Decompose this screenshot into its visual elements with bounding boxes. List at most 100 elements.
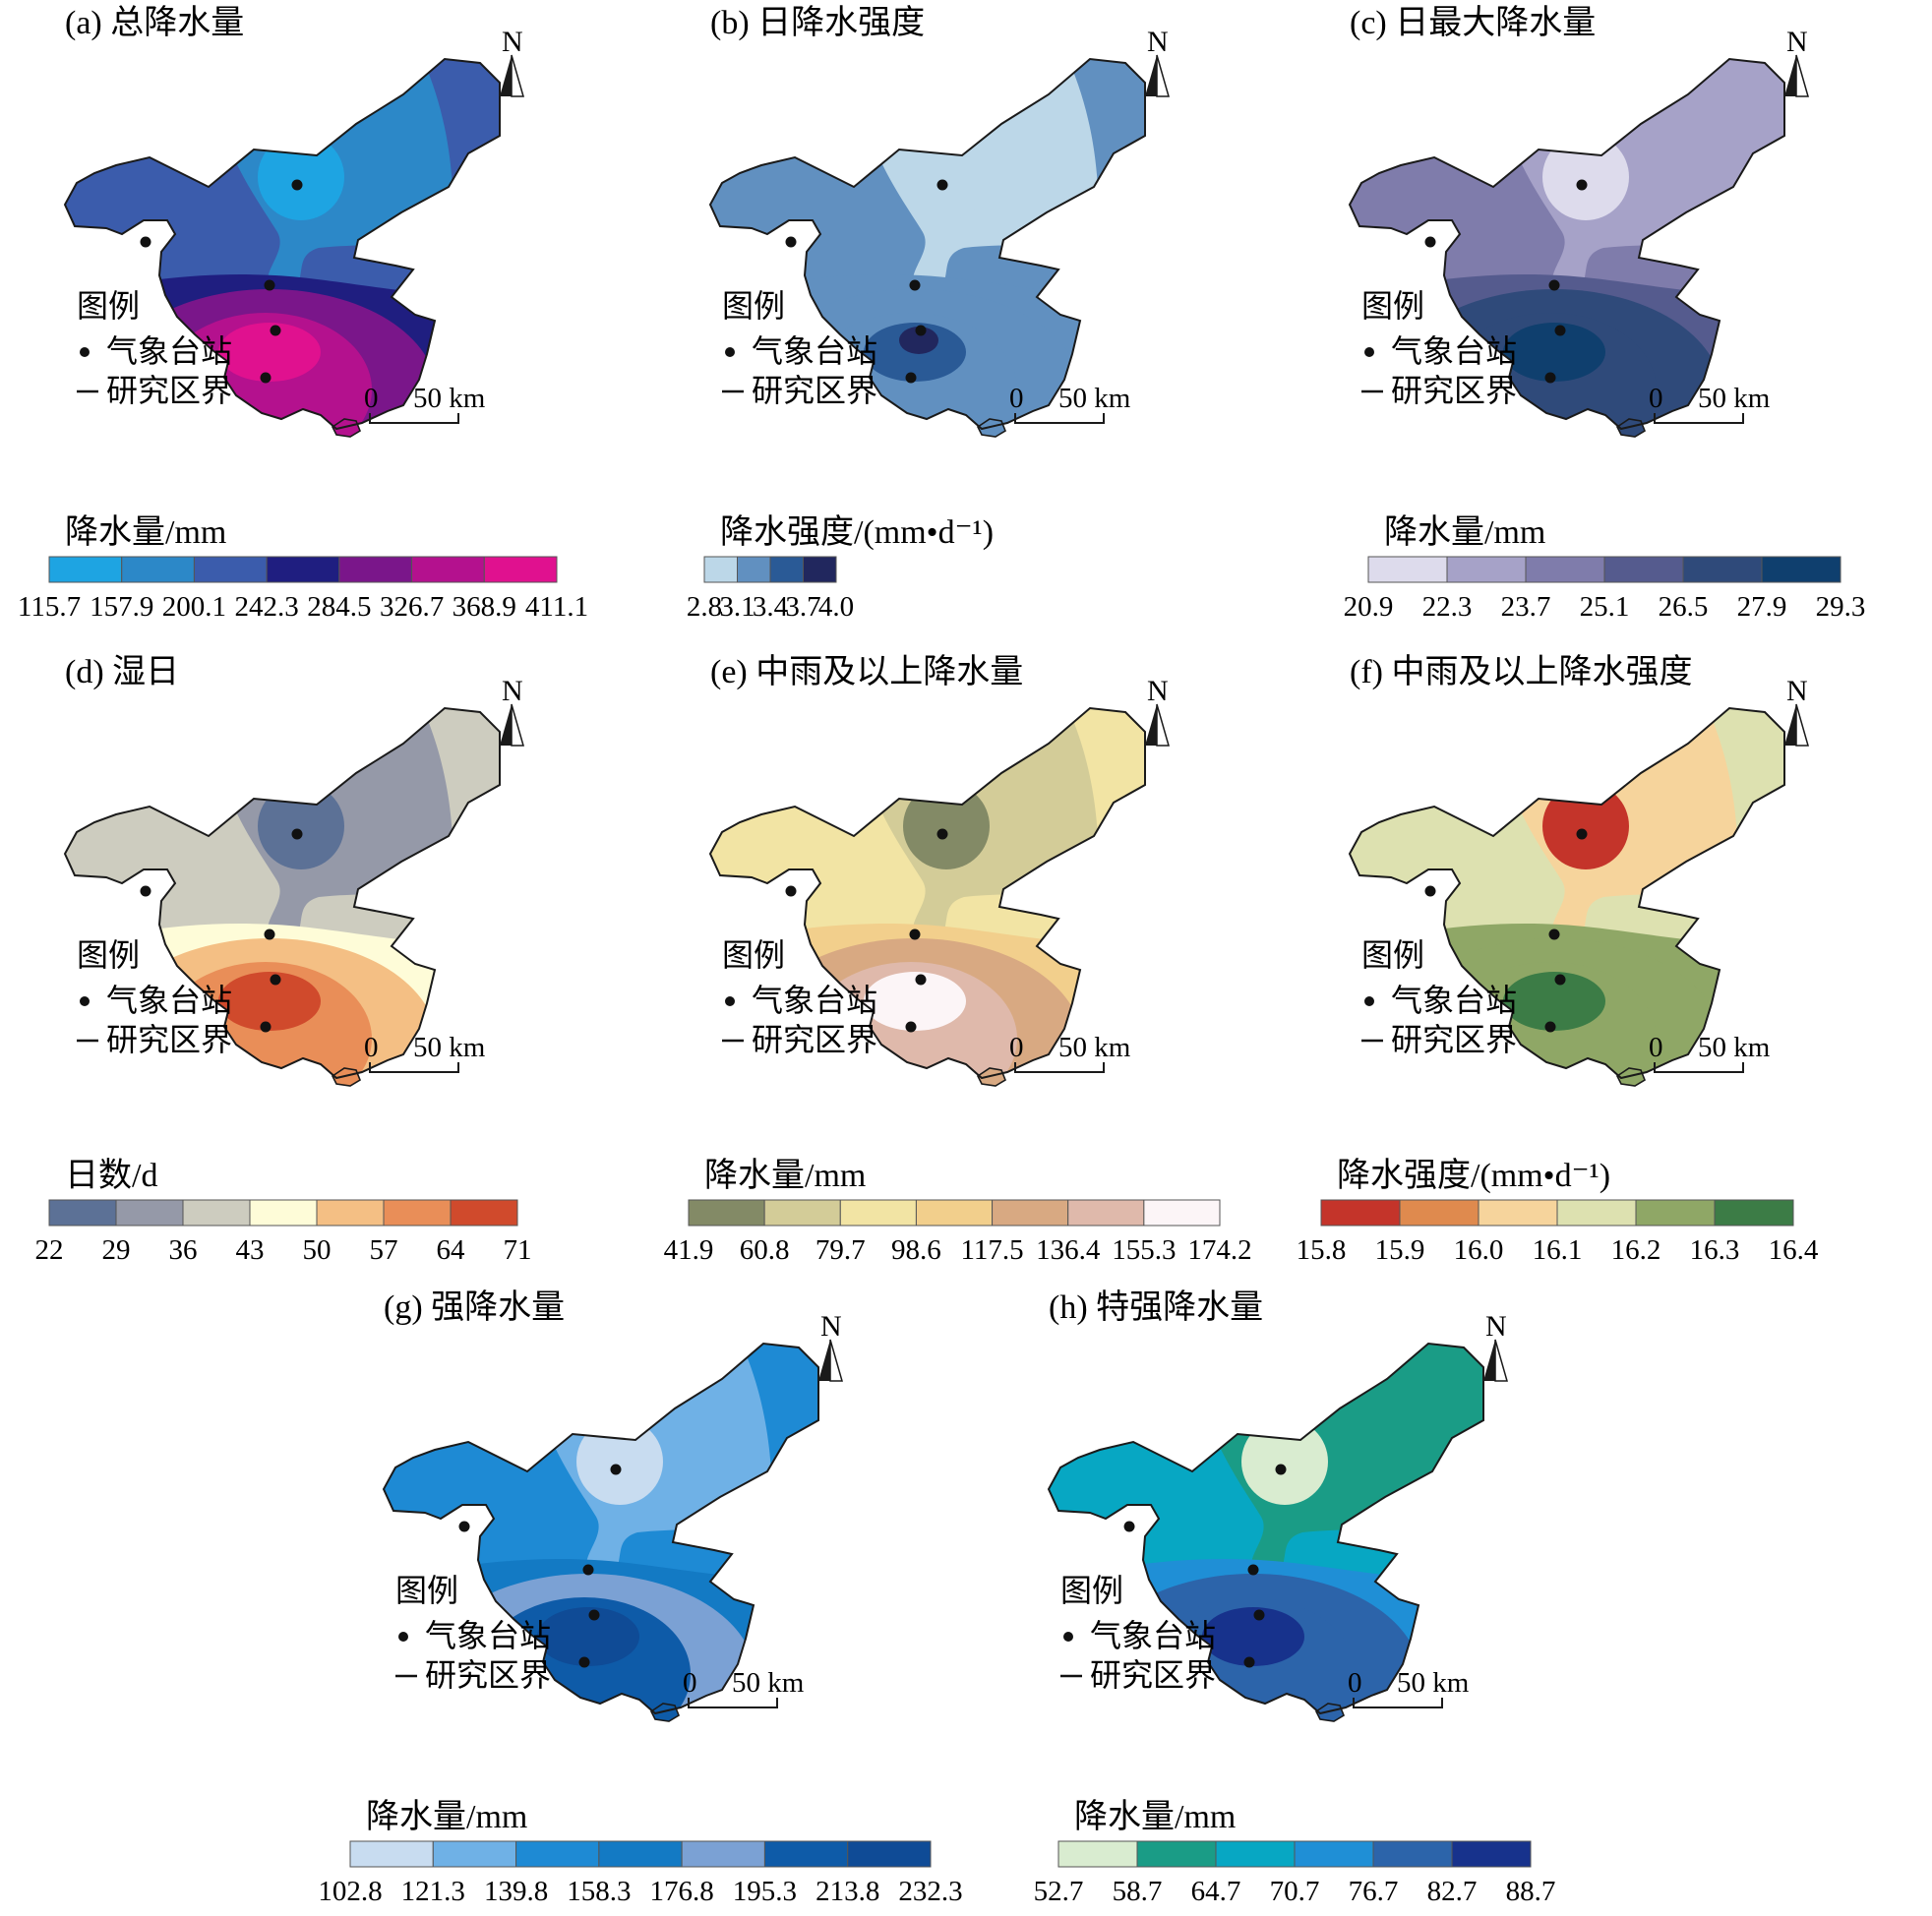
color-bar-tick: 16.4 (1769, 1234, 1819, 1266)
color-bar-swatch (1478, 1199, 1558, 1227)
color-bar-swatch (115, 1199, 184, 1227)
weather-station-1 (291, 179, 303, 191)
legend-title: 图例 (1060, 1573, 1123, 1608)
color-bar-b: 降水强度/(mm•d⁻¹) 2.83.13.43.74.0 (687, 513, 994, 623)
color-bar-tick: 43 (236, 1234, 265, 1266)
legend-station-symbol (1063, 1632, 1073, 1642)
color-bar-tick: 29 (102, 1234, 131, 1266)
color-bar-swatch (1136, 1840, 1217, 1868)
color-bar-tick: 64 (437, 1234, 466, 1266)
weather-station-2 (140, 885, 151, 897)
zone-fills (65, 708, 500, 1078)
color-bar-title: 降水量/mm (65, 513, 226, 551)
color-bar-tick: 242.3 (235, 591, 299, 623)
study-area-boundary (1348, 57, 1785, 431)
color-bar-f: 降水强度/(mm•d⁻¹) 15.8 15.9 16.0 16.1 16.2 16.3 16.… (1297, 1157, 1819, 1266)
scale-bar: 0 50 km (364, 383, 486, 424)
scale-bar: 0 50 km (1649, 383, 1771, 424)
island (331, 418, 361, 438)
color-bar-swatch (769, 556, 804, 583)
north-label: N (1786, 675, 1808, 707)
color-bar-swatch (450, 1199, 518, 1227)
scale-end: 50 km (413, 1032, 486, 1063)
zone-fills (384, 1344, 818, 1713)
legend-station-symbol (398, 1632, 408, 1642)
color-bar-swatch (1635, 1199, 1716, 1227)
north-arrow-icon: N (1483, 1310, 1508, 1382)
color-bar-swatch (1143, 1199, 1221, 1227)
weather-station-2 (140, 236, 151, 248)
color-bar-swatch (1603, 556, 1684, 583)
color-bar-swatch (48, 556, 123, 583)
island (331, 1067, 361, 1087)
weather-station-3 (909, 279, 921, 291)
north-arrow-icon: N (1784, 675, 1809, 747)
legend-station-label: 气象台站 (1391, 333, 1517, 369)
color-bar-tick: 139.8 (484, 1876, 548, 1907)
weather-station-3 (1247, 1564, 1259, 1576)
zone-north-core (258, 783, 344, 869)
zone-south-core (218, 323, 321, 382)
zone-north-core (576, 1418, 663, 1505)
weather-station-4 (270, 325, 281, 336)
color-bar-title: 降水量/mm (1384, 513, 1545, 551)
color-bar-tick: 326.7 (380, 591, 444, 623)
color-bar-swatch (1372, 1840, 1453, 1868)
color-bar-title: 降水强度/(mm•d⁻¹) (1337, 1157, 1610, 1194)
zone-fills (710, 708, 1145, 1078)
color-bar-tick: 368.9 (453, 591, 516, 623)
color-bar-swatch (432, 1840, 517, 1868)
legend-boundary-label: 研究区界 (1391, 373, 1517, 408)
color-bar-swatch (737, 556, 771, 583)
color-bar-title: 日数/d (65, 1157, 157, 1194)
island (976, 1067, 1006, 1087)
color-bar-tick: 15.8 (1297, 1234, 1347, 1266)
weather-station-4 (915, 325, 927, 336)
weather-station-4 (270, 974, 281, 986)
color-bar-tick: 3.1 (719, 591, 755, 623)
color-bar-tick: 57 (370, 1234, 398, 1266)
weather-station-5 (1243, 1656, 1255, 1668)
color-bar-c: 降水量/mm 20.9 22.3 23.7 25.1 26.5 27.9 29.3 (1344, 513, 1866, 623)
north-label: N (1147, 26, 1169, 58)
zone-fills (1350, 708, 1784, 1078)
panel-title: (c) 日最大降水量 (1350, 4, 1596, 41)
color-bar-tick: 232.3 (898, 1876, 962, 1907)
study-area-boundary (708, 57, 1146, 431)
color-bar-tick: 58.7 (1113, 1876, 1163, 1907)
color-bar-swatch (1215, 1840, 1296, 1868)
weather-station-5 (1544, 372, 1556, 384)
color-bar-swatch (483, 556, 558, 583)
color-bar-tick: 41.9 (664, 1234, 714, 1266)
color-bar-swatch (1761, 556, 1841, 583)
weather-station-3 (909, 928, 921, 940)
color-bar-tick: 98.6 (891, 1234, 941, 1266)
zone-north-core (903, 134, 990, 220)
zone-north-core (1241, 1418, 1328, 1505)
color-bar-tick: 115.7 (18, 591, 81, 623)
north-arrow-icon: N (500, 26, 524, 97)
color-bar-tick: 16.2 (1611, 1234, 1661, 1266)
color-bar-swatch (349, 1840, 434, 1868)
zone-south-core-inner (899, 327, 938, 354)
color-bar-swatch (763, 1199, 841, 1227)
color-bar-swatch (193, 556, 268, 583)
legend-boundary-label: 研究区界 (106, 1022, 232, 1057)
weather-station-5 (905, 372, 917, 384)
color-bar-swatch (383, 1199, 452, 1227)
color-bar-tick: 158.3 (567, 1876, 631, 1907)
scale-zero: 0 (1009, 383, 1024, 414)
legend-station-symbol (80, 996, 90, 1006)
scale-end: 50 km (1698, 383, 1771, 414)
weather-station-1 (610, 1464, 622, 1475)
zone-fills (65, 59, 500, 429)
north-label: N (502, 26, 523, 58)
zone-north-core (258, 134, 344, 220)
